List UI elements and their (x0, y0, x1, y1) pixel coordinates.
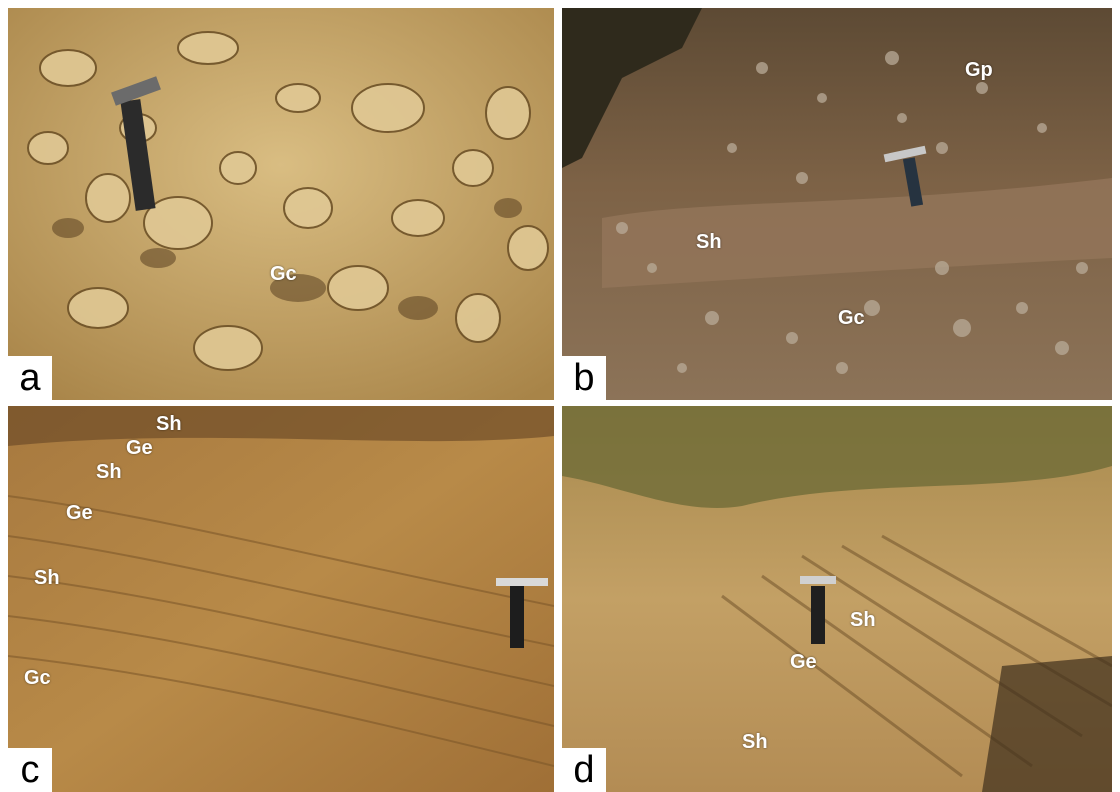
facies-label: Ge (790, 651, 817, 673)
photo-panel-c: c Sh Ge Sh Ge Sh Gc (8, 406, 554, 792)
facies-label: Sh (742, 731, 768, 753)
hammer-icon (800, 576, 836, 644)
hammer-icon (111, 76, 161, 211)
facies-label: Gc (24, 667, 51, 689)
facies-label: Sh (696, 231, 722, 253)
panel-letter-b: b (562, 356, 606, 400)
panel-letter-d: d (562, 748, 606, 792)
photo-panel-b: b Gp Sh Gc (562, 8, 1112, 400)
outcrop-photo-a (8, 8, 554, 400)
facies-label: Gp (965, 59, 993, 81)
facies-label: Sh (156, 413, 182, 435)
photo-panel-a: a Gc (8, 8, 554, 400)
facies-label: Gc (838, 307, 865, 329)
facies-label: Ge (66, 502, 93, 524)
facies-label: Sh (96, 461, 122, 483)
outcrop-photo-d (562, 406, 1112, 792)
facies-label: Ge (126, 437, 153, 459)
facies-label: Sh (850, 609, 876, 631)
facies-label: Sh (34, 567, 60, 589)
hammer-icon (496, 578, 548, 648)
facies-label: Gc (270, 263, 297, 285)
outcrop-photo-b (562, 8, 1112, 400)
outcrop-photo-c (8, 406, 554, 792)
panel-letter-c: c (8, 748, 52, 792)
hammer-icon (883, 145, 927, 207)
panel-letter-a: a (8, 356, 52, 400)
photo-panel-d: d Sh Ge Sh (562, 406, 1112, 792)
